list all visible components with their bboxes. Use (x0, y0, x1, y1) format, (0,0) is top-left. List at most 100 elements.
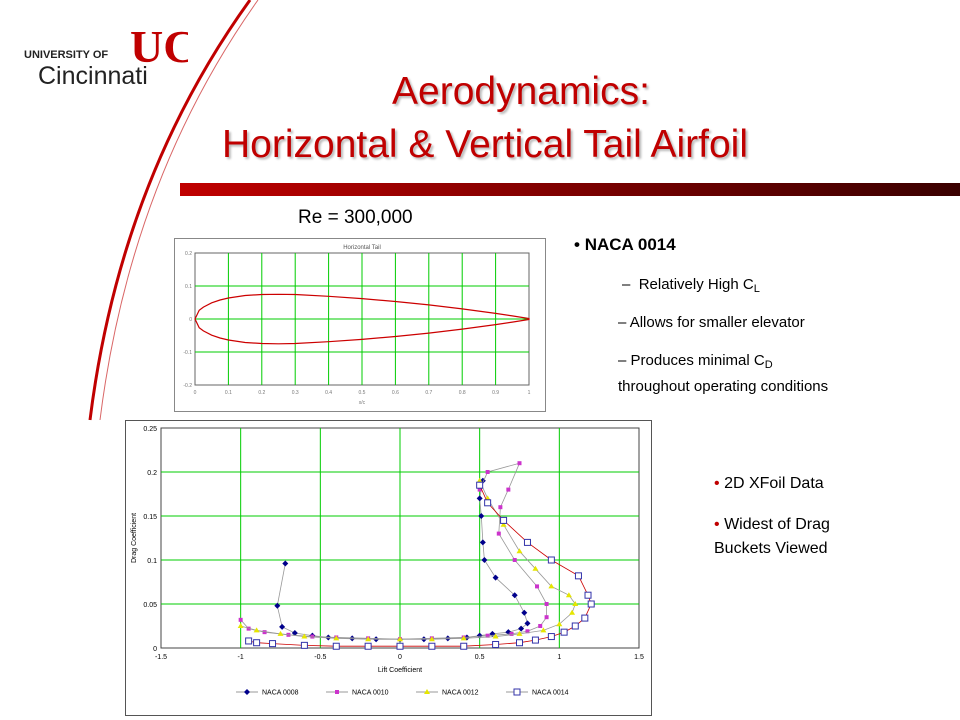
polar-xtick: -1 (238, 654, 244, 661)
polar-point-series-1 (279, 623, 286, 630)
sub3-rest: throughout operating conditions (618, 378, 829, 395)
airfoil-xtick: 0.7 (425, 390, 432, 396)
polar-xlabel: Lift Coefficient (378, 667, 422, 674)
polar-point-series-4 (396, 642, 404, 650)
polar-point-series-1 (521, 609, 528, 616)
bullet-xfoil: • 2D XFoil Data (714, 475, 824, 492)
polar-point-series-4 (584, 591, 592, 599)
polar-ytick: 0.05 (143, 602, 157, 609)
airfoil-xtick: 0.3 (292, 390, 299, 396)
sub2-text: Allows for smaller elevator (629, 314, 805, 331)
bullet-naca0014-text: NACA 0014 (584, 235, 676, 254)
sub-bullet-smaller-elevator: – Allows for smaller elevator (618, 314, 805, 331)
polar-point-series-1 (505, 629, 512, 636)
reynolds-label: Re = 300,000 (298, 207, 413, 228)
polar-point-series-1 (479, 539, 486, 546)
airfoil-xtick: 0.1 (225, 390, 232, 396)
airfoil-ytick: 0.1 (185, 284, 192, 290)
polar-point-series-4 (587, 600, 595, 608)
polar-point-series-3 (556, 621, 563, 627)
polar-point-series-4 (500, 516, 508, 524)
logo-line2: Cincinnati (38, 62, 148, 90)
polar-point-series-3 (516, 548, 523, 554)
polar-point-series-3 (277, 630, 284, 636)
slide-title-line2: Horizontal & Vertical Tail Airfoil (222, 123, 749, 166)
bullet-naca0014: • NACA 0014 (574, 235, 676, 254)
polar-point-series-2 (544, 615, 549, 620)
polar-point-series-2 (509, 631, 514, 636)
title-underline-bar (180, 183, 960, 196)
polar-point-series-3 (532, 565, 539, 571)
polar-xtick: 0 (398, 654, 402, 661)
polar-xtick: 1 (557, 654, 561, 661)
polar-point-series-2 (506, 487, 511, 492)
polar-point-series-1 (518, 625, 525, 632)
polar-ytick: 0.15 (143, 514, 157, 521)
polar-point-series-3 (569, 609, 576, 615)
legend-label-3: NACA 0012 (442, 690, 479, 697)
polar-point-series-4 (581, 614, 589, 622)
airfoil-xlabel: x/c (359, 400, 366, 406)
polar-point-series-4 (269, 640, 277, 648)
polar-point-series-1 (444, 635, 451, 642)
polar-point-series-4 (571, 622, 579, 630)
polar-point-series-4 (332, 642, 340, 650)
polar-point-series-2 (496, 531, 501, 536)
polar-xtick: 1.5 (634, 654, 644, 661)
polar-ytick: 0.1 (147, 558, 157, 565)
polar-point-series-3 (301, 633, 308, 639)
polar-point-series-3 (565, 592, 572, 598)
airfoil-xtick: 0.5 (359, 390, 366, 396)
logo-mark: UC (130, 21, 188, 72)
polar-point-series-4 (547, 556, 555, 564)
polar-point-series-4 (574, 572, 582, 580)
dash-3: – (618, 352, 627, 369)
airfoil-profile-line (194, 293, 530, 345)
polar-ytick: 0.2 (147, 470, 157, 477)
polar-point-series-4 (364, 642, 372, 650)
polar-xtick: -0.5 (314, 654, 326, 661)
polar-point-series-4 (476, 481, 484, 489)
polar-point-series-2 (544, 602, 549, 606)
polar-point-series-1 (349, 635, 356, 642)
legend-label-4: NACA 0014 (532, 690, 569, 697)
airfoil-chart: Horizontal Tail 0 0.1 0.2 0.3 0.4 0.5 0.6 0.7 0.8… (183, 245, 531, 406)
airfoil-xtick: 0.6 (392, 390, 399, 396)
polar-point-series-4 (547, 633, 555, 641)
polar-ytick: 0 (153, 646, 157, 653)
airfoil-xtick: 0.9 (492, 390, 499, 396)
drag-polar-chart: -1.5 -1 -0.5 0 0.5 1 1.5 0.25 0.2 0.15 0.1 0.05 0 Lif… (131, 426, 644, 697)
airfoil-xtick: 0.2 (258, 390, 265, 396)
airfoil-xtick: 1 (528, 390, 531, 396)
bullet-drag-text1: Widest of Drag (724, 516, 830, 533)
polar-point-series-2 (538, 624, 543, 628)
airfoil-chart-frame: Horizontal Tail 0 0.1 0.2 0.3 0.4 0.5 0.6 0.7 0.8… (174, 238, 546, 412)
polar-ylabel: Drag Coefficient (131, 513, 138, 563)
polar-point-series-3 (516, 630, 523, 636)
polar-point-series-4 (484, 499, 492, 507)
polar-point-series-3 (253, 627, 260, 633)
legend-marker-3 (424, 689, 430, 694)
swoosh-curve (88, 0, 252, 421)
airfoil-ytick: -0.2 (183, 383, 192, 389)
polar-point-series-2 (517, 461, 522, 466)
legend-label-2: NACA 0010 (352, 690, 389, 697)
airfoil-ytick: 0.2 (185, 251, 192, 257)
airfoil-xtick: 0 (194, 390, 197, 396)
polar-point-series-1 (291, 630, 298, 637)
polar-point-series-4 (523, 538, 531, 546)
polar-point-series-3 (333, 635, 340, 641)
polar-point-series-4 (253, 639, 261, 647)
polar-point-series-4 (531, 636, 539, 644)
sub3-subscript: D (764, 359, 773, 371)
polar-point-series-3 (428, 636, 435, 642)
polar-point-series-3 (492, 633, 499, 639)
polar-point-series-3 (500, 521, 507, 527)
polar-point-series-4 (245, 637, 253, 645)
polar-point-series-1 (524, 620, 531, 627)
polar-point-series-2 (512, 558, 517, 562)
polar-point-series-4 (460, 642, 468, 650)
sub3-text: Produces minimal C (630, 352, 765, 369)
bullet-drag-bucket: • Widest of Drag Buckets Viewed (714, 516, 830, 557)
